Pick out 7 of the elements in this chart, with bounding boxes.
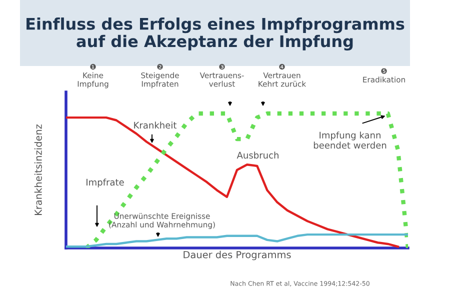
chart-title: Einfluss des Erfolgs eines Impfprogramms auf die Akzeptanz der Impfung [26,18,404,50]
y-axis-title: Krankheitsinzidenz [34,124,42,216]
series-label: Krankheit [134,122,177,129]
series-label: Impfrate [86,178,124,188]
annotation: Ausbruch [236,152,278,159]
x-axis-title: Dauer des Programms [184,250,291,260]
annotation: Impfung kann beendet werden [314,132,386,149]
